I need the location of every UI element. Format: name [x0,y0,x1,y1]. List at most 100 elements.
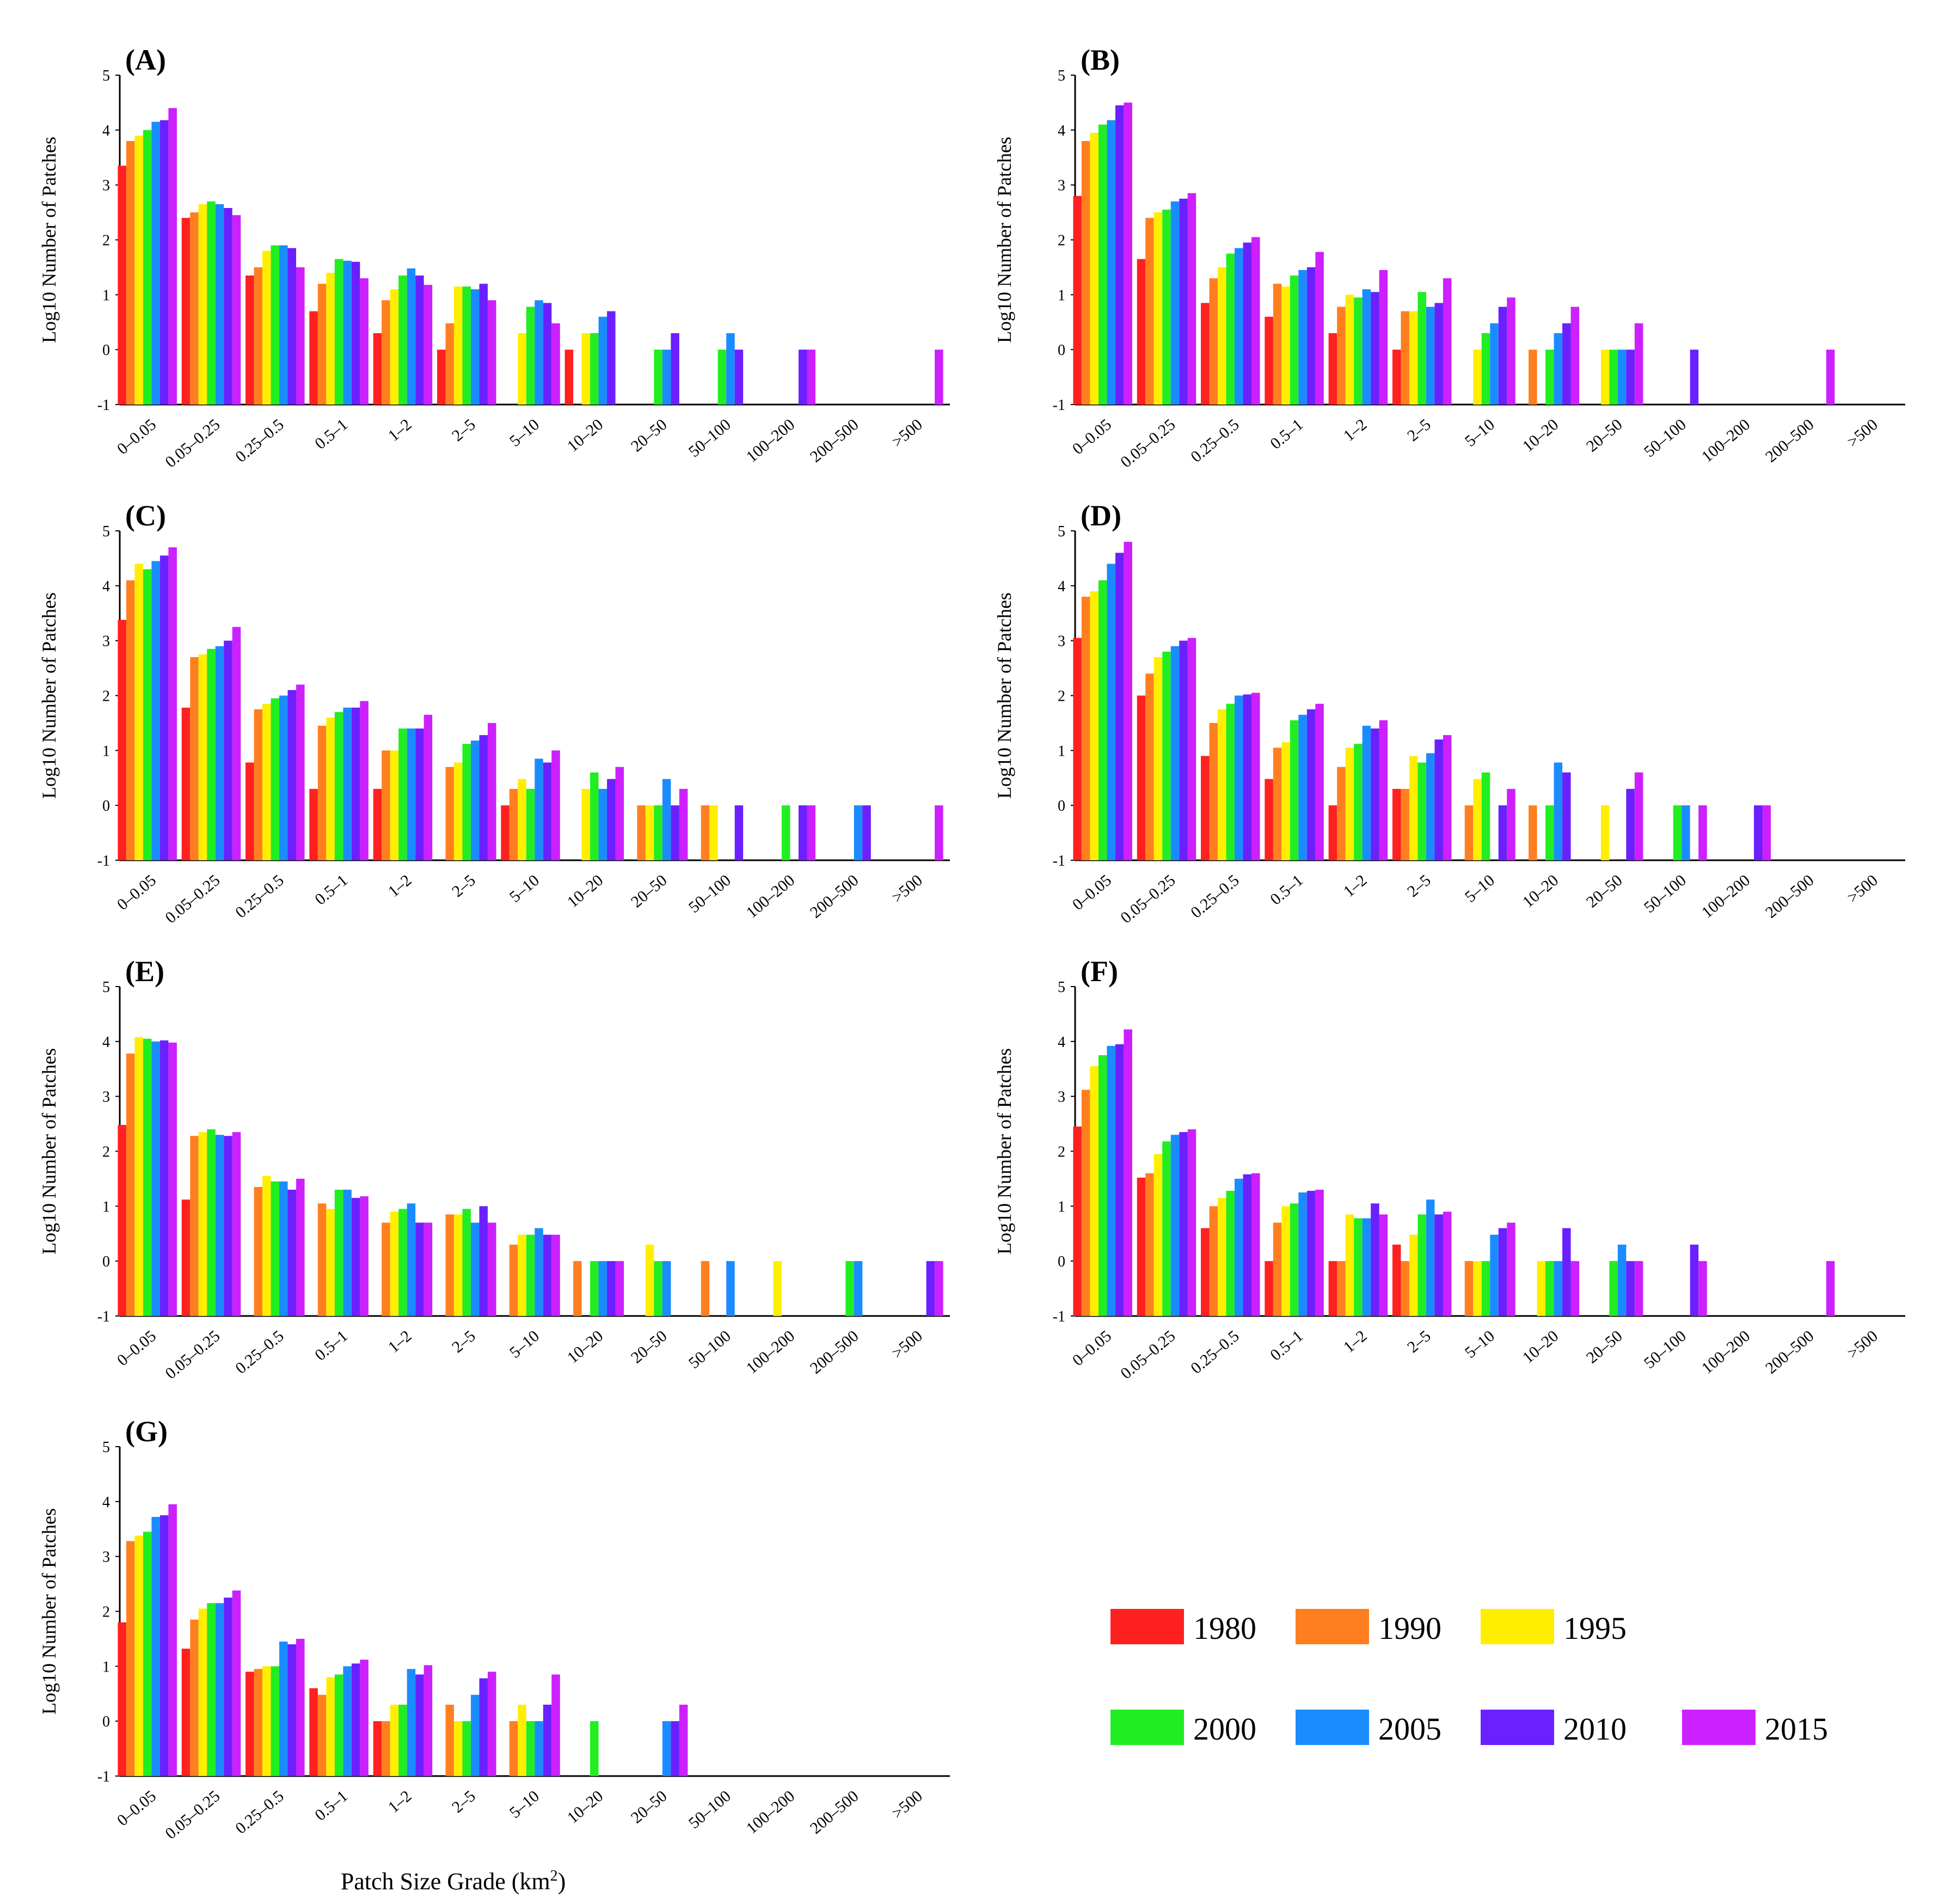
bar-2005-6 [1490,1234,1499,1316]
bar-2010-6 [1498,805,1507,860]
x-axis-title: Patch Size Grade (km2) [341,1868,566,1895]
bar-2005-2 [279,1641,288,1776]
bar-2005-2 [279,245,288,405]
bar-2000-1 [1162,651,1171,860]
bar-1990-4 [382,1222,390,1316]
bar-2015-1 [1187,1129,1196,1316]
bar-2010-0 [1115,1044,1124,1316]
y-tick-label: 5 [1058,523,1065,540]
bar-2015-5 [487,1672,496,1776]
bar-2010-10 [798,805,807,860]
bar-2010-4 [415,728,424,860]
bar-2000-0 [143,130,152,405]
bar-2015-12 [935,350,943,405]
bar-1990-8 [637,805,646,860]
bar-2005-4 [1362,725,1371,860]
bar-2005-3 [1298,1192,1307,1316]
bar-2010-6 [1498,1228,1507,1316]
y-axis-label: Log10 Number of Patches [993,1048,1015,1254]
bar-1995-4 [1345,1214,1354,1316]
bar-2015-6 [1507,297,1515,405]
x-tick-label: 20–50 [628,415,671,455]
bar-2015-11 [1826,350,1835,405]
bar-2015-3 [1315,1190,1324,1316]
bar-1990-7 [573,1261,582,1316]
y-tick-label: 3 [102,1549,110,1566]
x-tick-label: 10–20 [564,1327,607,1367]
bar-1990-1 [1145,1173,1154,1316]
bar-2000-11 [845,1261,854,1316]
bar-1980-1 [181,1649,191,1776]
bar-1990-7 [1529,350,1537,405]
panel-label: (E) [125,955,164,988]
x-tick-label: 0.05–0.25 [1117,1327,1179,1382]
y-tick-label: 4 [1058,578,1065,595]
bar-2005-0 [151,121,160,405]
y-tick-label: 1 [1058,743,1065,760]
bar-2005-5 [470,740,480,860]
x-tick-label: 10–20 [564,1787,607,1827]
bar-1995-1 [1153,657,1163,860]
chart-panel-d: (D) 5 4 3 2 1 0 -1 Log10 Number of Patches 0–0.05… [993,499,1905,927]
bar-1995-5 [453,1214,463,1316]
bar-2015-1 [232,215,241,405]
bar-2015-7 [1570,307,1580,405]
bar-2000-5 [462,744,471,860]
bar-1990-3 [317,725,327,860]
bar-2010-1 [1179,640,1188,860]
y-tick-label: -1 [97,1768,110,1785]
bar-1980-2 [1201,756,1210,860]
panel-label: (C) [125,499,166,532]
bar-2015-3 [360,1196,369,1316]
bar-2000-6 [526,788,535,860]
bar-2010-0 [159,555,169,860]
bar-1995-2 [1218,709,1226,860]
x-tick-label: 0.05–0.25 [162,871,223,927]
bar-2005-4 [407,728,416,860]
bar-2000-2 [271,1666,280,1776]
bar-2000-9 [1673,805,1682,860]
bar-2005-1 [215,1135,224,1316]
bar-2005-9 [726,333,735,405]
legend-swatch-1980 [1110,1609,1184,1644]
legend-label-2010: 2010 [1563,1711,1627,1747]
bar-1995-6 [518,1704,526,1776]
bar-2010-7 [607,779,616,860]
bar-2005-7 [1554,1261,1563,1316]
bar-2010-1 [1179,198,1188,405]
bar-2000-7 [590,1261,599,1316]
x-tick-label: 0–0.05 [1069,1327,1115,1369]
bar-2015-0 [168,108,177,405]
bar-2010-4 [1371,728,1379,860]
bar-2015-7 [615,1261,624,1316]
bar-2005-6 [1490,323,1499,405]
x-tick-label: 1–2 [385,1327,415,1356]
bar-2005-2 [1235,1178,1243,1316]
bar-2000-6 [526,307,535,405]
bar-1990-3 [1273,1222,1282,1316]
y-tick-label: 4 [102,578,110,595]
bar-1995-4 [1345,295,1354,405]
bar-2010-3 [1306,267,1316,405]
bar-1980-0 [118,620,126,860]
x-tick-label: 2–5 [449,415,479,445]
bar-1990-6 [509,788,518,860]
bar-2000-6 [526,1234,535,1316]
bar-1995-0 [134,564,143,860]
bar-1995-5 [453,286,463,405]
bar-2000-2 [1226,1191,1235,1316]
bar-2015-0 [168,1042,177,1316]
x-tick-label: 1–2 [385,871,415,901]
bar-2005-2 [279,695,288,860]
bar-1995-0 [134,1037,143,1316]
bar-2015-6 [1507,788,1515,860]
x-tick-label: 20–50 [1583,1327,1626,1367]
bar-2015-2 [1251,1173,1260,1316]
y-tick-label: 4 [102,1034,110,1051]
x-tick-label: 0.05–0.25 [1117,871,1179,927]
bar-2000-1 [207,201,216,405]
legend-label-1990: 1990 [1378,1611,1441,1646]
bar-2005-3 [1298,270,1307,405]
bar-2010-4 [415,1674,424,1776]
bar-1995-3 [1281,286,1290,405]
